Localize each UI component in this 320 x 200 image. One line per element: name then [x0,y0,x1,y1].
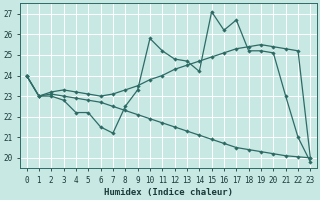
X-axis label: Humidex (Indice chaleur): Humidex (Indice chaleur) [104,188,233,197]
